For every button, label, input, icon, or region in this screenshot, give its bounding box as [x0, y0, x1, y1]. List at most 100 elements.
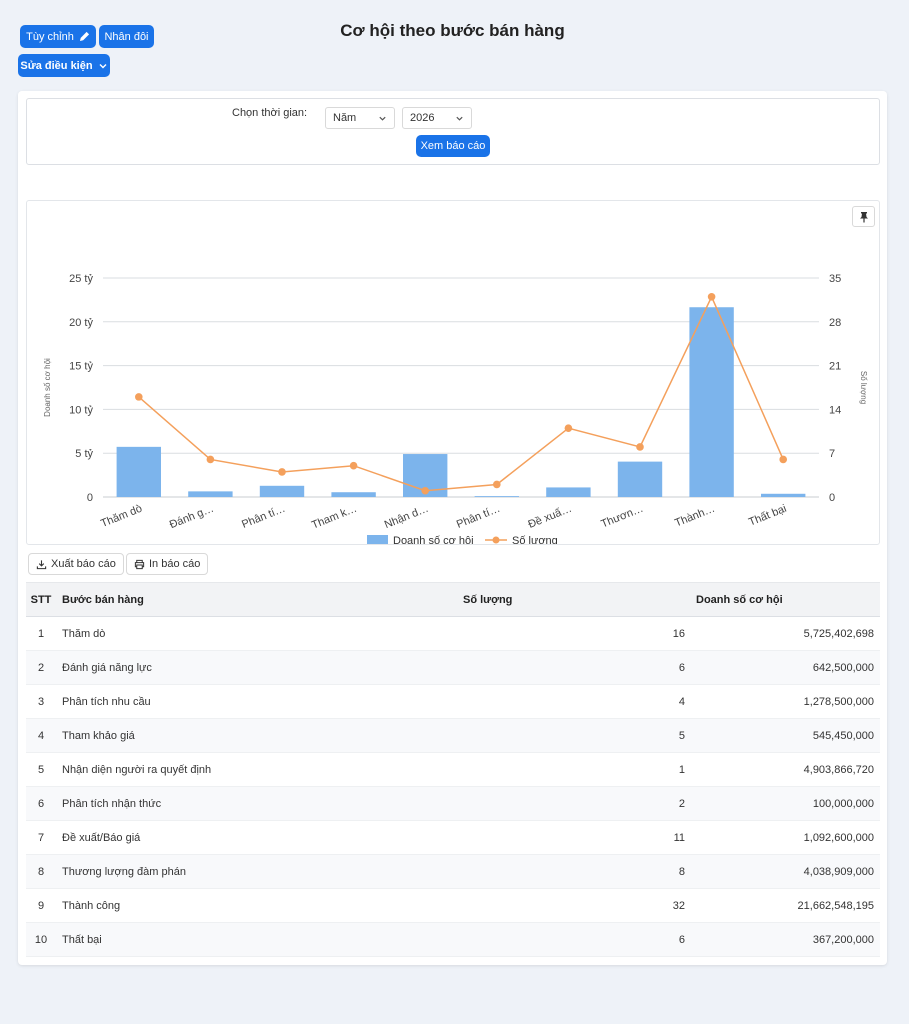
row-stt: 6 — [37, 797, 45, 810]
row-stt: 7 — [37, 831, 45, 844]
y-right-tick-label: 7 — [829, 448, 835, 460]
chart-bar — [116, 446, 161, 497]
row-amount: 1,278,500,000 — [803, 695, 874, 708]
duplicate-button[interactable]: Nhân đôi — [99, 25, 154, 48]
customize-button[interactable]: Tùy chỉnh — [20, 25, 96, 48]
chart-bar — [546, 487, 591, 497]
duplicate-label: Nhân đôi — [104, 30, 149, 43]
row-qty: 2 — [678, 797, 685, 810]
header-amount: Doanh số cơ hội — [696, 593, 783, 606]
export-report-label: Xuất báo cáo — [51, 558, 116, 570]
x-tick-label: Nhận d… — [383, 503, 431, 532]
period-type-select[interactable]: Năm — [325, 107, 395, 129]
edit-condition-button[interactable]: Sửa điều kiện — [18, 54, 110, 77]
opportunity-chart: 0 5 tỷ 10 tỷ 15 tỷ 20 tỷ 25 tỷ 0 7 14 21 28 35 Doanh… — [43, 273, 868, 544]
row-amount: 21,662,548,195 — [797, 899, 874, 912]
print-report-button[interactable]: In báo cáo — [126, 553, 209, 575]
year-value: 2026 — [410, 112, 435, 124]
x-tick-label: Đánh g… — [168, 503, 216, 532]
legend-line-marker — [492, 536, 500, 544]
y-right-tick-label: 14 — [829, 404, 841, 416]
view-report-label: Xem báo cáo — [420, 140, 486, 152]
row-step: Thương lượng đàm phán — [62, 865, 186, 878]
y-left-tick-label: 25 tỷ — [69, 273, 93, 285]
y-left-tick-label: 0 — [87, 492, 93, 504]
chart-point — [564, 424, 573, 432]
legend-bar-label: Doanh số cơ hội — [393, 535, 474, 544]
header-step: Bước bán hàng — [62, 593, 144, 606]
row-qty: 1 — [678, 763, 685, 776]
header-stt: STT — [30, 593, 52, 606]
x-tick-label: Phân tí… — [240, 503, 287, 531]
chevron-down-icon — [99, 63, 107, 68]
row-stt: 9 — [37, 899, 45, 912]
chart-point — [278, 468, 286, 476]
row-amount: 100,000,000 — [812, 797, 874, 810]
y-left-axis-title: Doanh số cơ hội — [43, 358, 52, 417]
chart-bar — [188, 491, 233, 497]
period-type-value: Năm — [333, 112, 357, 124]
table-row: 4 Tham khảo giá 5 545,450,000 — [26, 718, 880, 753]
table-row: 7 Đề xuất/Báo giá 11 1,092,600,000 — [26, 821, 880, 855]
row-qty: 11 — [673, 831, 685, 844]
chart-line-series — [138, 294, 784, 492]
y-left-tick-label: 20 tỷ — [69, 317, 93, 329]
chevron-down-icon — [379, 116, 386, 121]
chart-point — [349, 461, 358, 470]
chart-point — [636, 443, 644, 451]
year-select[interactable]: 2026 — [402, 107, 472, 129]
table-row: 6 Phân tích nhận thức 2 100,000,000 — [26, 786, 880, 821]
chart-bar — [259, 485, 305, 497]
chart-bar — [617, 461, 663, 497]
table-row: 9 Thành công 32 21,662,548,195 — [26, 889, 880, 923]
pin-button[interactable] — [852, 206, 875, 227]
chart-point — [135, 393, 143, 401]
chart-point — [493, 480, 501, 489]
y-left-tick-label: 10 tỷ — [69, 404, 93, 416]
row-stt: 5 — [37, 763, 45, 776]
row-step: Nhận diện người ra quyết định — [62, 763, 212, 776]
row-stt: 10 — [34, 933, 48, 946]
table-header-row: STT Bước bán hàng Số lượng Doanh số cơ h… — [26, 582, 880, 617]
row-amount: 367,200,000 — [812, 933, 874, 946]
edit-condition-label: Sửa điều kiện — [20, 59, 93, 72]
row-step: Đề xuất/Báo giá — [62, 831, 141, 844]
row-qty: 4 — [678, 695, 685, 708]
row-qty: 16 — [672, 627, 685, 640]
chart-bar — [331, 492, 376, 497]
printer-icon — [134, 559, 145, 569]
row-step: Thăm dò — [62, 627, 106, 640]
row-step: Tham khảo giá — [62, 729, 135, 742]
row-stt: 2 — [37, 661, 45, 674]
row-stt: 4 — [37, 729, 45, 742]
x-tick-label: Thất bại — [747, 503, 788, 529]
y-right-tick-label: 28 — [829, 317, 841, 329]
table-row: 3 Phân tích nhu cầu 4 1,278,500,000 — [26, 685, 880, 719]
row-step: Phân tích nhận thức — [62, 797, 162, 810]
table-row: 1 Thăm dò 16 5,725,402,698 — [26, 617, 880, 651]
chart-bar — [689, 307, 734, 497]
x-tick-label: Đề xuấ… — [527, 503, 574, 531]
pencil-icon — [79, 31, 89, 42]
pin-icon — [859, 211, 868, 222]
chevron-down-icon — [456, 116, 463, 121]
view-report-button[interactable]: Xem báo cáo — [416, 135, 490, 157]
row-stt: 3 — [37, 695, 45, 708]
row-qty: 6 — [678, 661, 685, 674]
export-report-button[interactable]: Xuất báo cáo — [28, 553, 124, 575]
customize-label: Tùy chỉnh — [26, 30, 74, 43]
row-step: Đánh giá năng lực — [62, 661, 152, 674]
row-amount: 4,903,866,720 — [803, 763, 874, 776]
chart-bar — [761, 493, 806, 497]
row-qty: 5 — [678, 729, 685, 742]
x-tick-label: Tham k… — [310, 503, 359, 532]
report-table: STT Bước bán hàng Số lượng Doanh số cơ h… — [26, 582, 880, 957]
row-qty: 8 — [678, 865, 685, 878]
chart-panel: 0 5 tỷ 10 tỷ 15 tỷ 20 tỷ 25 tỷ 0 7 14 21 28 35 Doanh… — [26, 200, 880, 545]
x-tick-label: Phân tí… — [455, 503, 502, 531]
row-amount: 4,038,909,000 — [803, 865, 874, 878]
row-step: Phân tích nhu cầu — [62, 695, 151, 708]
row-amount: 5,725,402,698 — [803, 627, 874, 640]
chart-point — [707, 292, 716, 301]
